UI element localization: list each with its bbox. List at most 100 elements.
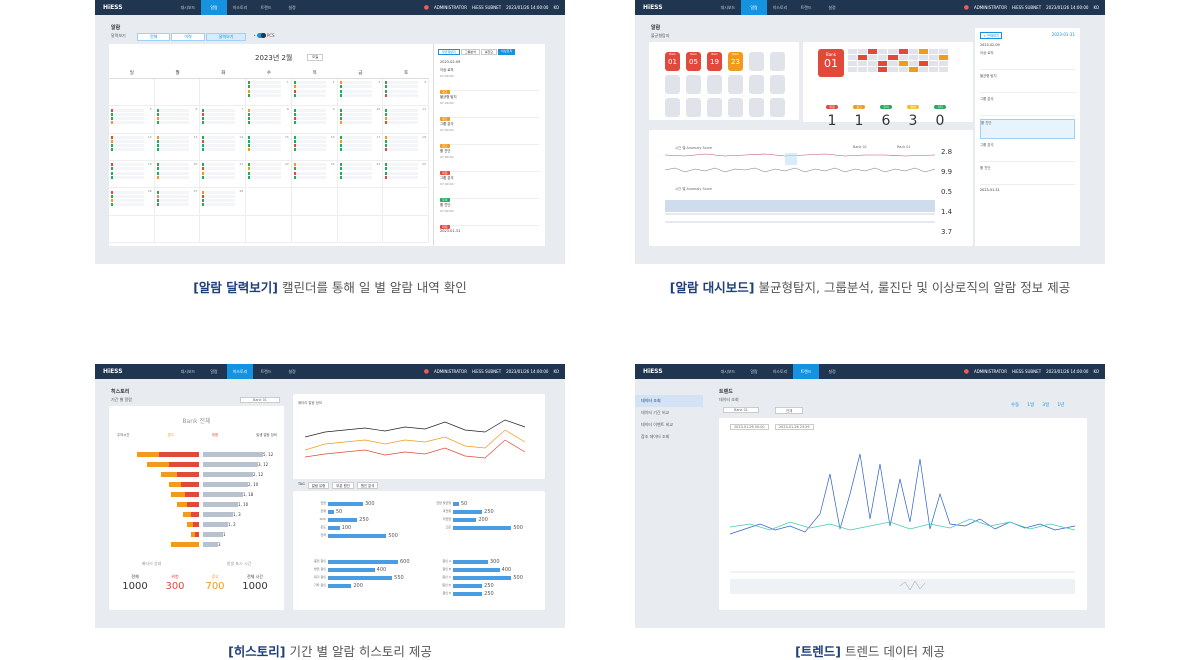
alarm-list-item[interactable]: 그룹 분석 07:00:00 경고 [440,121,539,148]
bar[interactable] [328,502,363,506]
cell-block[interactable] [898,55,908,60]
alarm-tag[interactable] [156,194,190,198]
danger-bar[interactable] [185,492,199,497]
alarm-tag[interactable] [111,190,144,194]
bank-tile[interactable] [770,75,785,94]
menu-event-compare[interactable]: 데이터 이벤트 비교 [641,422,673,427]
alarm-tag[interactable] [156,163,190,167]
alarm-tag[interactable] [385,163,418,167]
alarm-tag[interactable] [111,108,144,112]
alarm-tag[interactable] [339,121,373,125]
bank-tile[interactable]: Bank 05 [686,52,701,71]
danger-bar[interactable] [181,482,199,487]
cell-block[interactable] [908,61,918,66]
calendar-day[interactable]: 6 [154,106,201,134]
bank-tile[interactable] [707,98,722,117]
caution-bar[interactable] [203,482,248,487]
alarm-tag[interactable] [248,140,281,144]
nav-alarm[interactable]: 알람 [750,369,758,374]
calendar-day[interactable] [246,215,292,243]
caution-bar[interactable] [203,532,223,537]
cell-block[interactable] [878,67,888,72]
alarm-tag[interactable] [293,81,327,85]
alarm-tag[interactable] [293,121,327,125]
alarm-tag[interactable] [339,89,373,93]
filter-cause[interactable]: 부분 원인 [332,482,354,489]
nav-trend[interactable]: 트렌드 [260,5,272,10]
nav-dashboard[interactable]: 대시보드 [720,369,736,374]
nav-trend[interactable]: 트렌드 [793,364,819,379]
alarm-tag[interactable] [339,144,373,148]
alarm-tag[interactable] [293,144,327,148]
tab-all[interactable]: 전체 [137,33,171,41]
alarm-tag[interactable] [111,144,144,148]
alarm-tag[interactable] [385,116,418,120]
toggle-switch[interactable] [256,33,266,38]
alarm-tag[interactable] [248,163,281,167]
lang[interactable]: KO [553,369,559,374]
warning-bar[interactable] [187,522,193,527]
cell-block[interactable] [938,49,948,54]
alarm-tag[interactable] [202,171,235,175]
alarm-tag[interactable] [339,135,373,139]
cell-block[interactable] [918,67,928,72]
warning-bar[interactable] [177,502,187,507]
calendar-day[interactable]: 27 [154,188,201,216]
calendar-day[interactable] [246,188,292,216]
alarm-tag[interactable] [339,175,373,179]
calendar-day[interactable]: 9 [291,106,338,134]
bank-tile[interactable] [728,75,743,94]
alarm-tag[interactable] [339,140,373,144]
alarm-tag[interactable] [202,148,235,152]
alarm-list-item[interactable]: 불균형 탐지 [980,73,1075,93]
calendar-day[interactable] [291,188,338,216]
bell-icon[interactable]: ● [963,4,969,11]
alarm-tag[interactable] [385,93,418,97]
bar[interactable] [453,576,512,580]
bank-tile[interactable] [770,98,785,117]
danger-bar[interactable] [169,462,199,467]
alarm-list-item[interactable]: 그룹 분석 07:00:00 주의 [440,175,539,202]
alarm-tag[interactable] [156,171,190,175]
calendar-day[interactable]: 18 [383,133,429,161]
danger-bar[interactable] [187,502,199,507]
cell-block[interactable] [848,67,858,72]
type-select[interactable]: 전체 [775,407,804,414]
danger-bar[interactable] [195,532,199,537]
lang[interactable]: KO [553,5,559,10]
alarm-tag[interactable] [385,140,418,144]
nav-alarm[interactable]: 알람 [210,369,218,374]
calendar-day[interactable]: 14 [200,133,247,161]
side-tab-logic[interactable]: 이상로직 [498,49,516,55]
alarm-tag[interactable] [156,140,190,144]
cell-block[interactable] [928,55,938,60]
filter-alarm-type[interactable]: 알람 유형 [307,482,330,489]
alarm-tag[interactable] [202,198,235,202]
alarm-tag[interactable] [202,144,235,148]
cell-block[interactable] [938,67,948,72]
bank-tile[interactable] [707,75,722,94]
alarm-tag[interactable] [385,135,418,139]
alarm-tag[interactable] [156,116,190,120]
alarm-tag[interactable] [385,175,418,179]
alarm-tag[interactable] [202,121,235,125]
caution-bar[interactable] [203,512,233,517]
alarm-tag[interactable] [339,81,373,85]
cell-block[interactable] [928,67,938,72]
bar[interactable] [453,502,459,506]
today-button[interactable]: 오늘 [307,54,324,61]
warning-bar[interactable] [191,532,195,537]
alarm-tag[interactable] [293,108,327,112]
cell-block[interactable] [898,67,908,72]
alarm-tag[interactable] [385,81,418,85]
nav-settings[interactable]: 설정 [828,5,836,10]
alarm-list-item[interactable]: 룰 진단 07:00:00 위험 [440,202,539,229]
warning-bar[interactable] [171,492,185,497]
calendar-day[interactable]: 26 [109,188,155,216]
alarm-tag[interactable] [293,175,327,179]
calendar-day[interactable] [291,215,338,243]
cell-block[interactable] [878,49,888,54]
calendar-day[interactable]: 23 [291,161,338,189]
bank-select[interactable]: Bank 01 [723,407,759,413]
alarm-tag[interactable] [339,171,373,175]
